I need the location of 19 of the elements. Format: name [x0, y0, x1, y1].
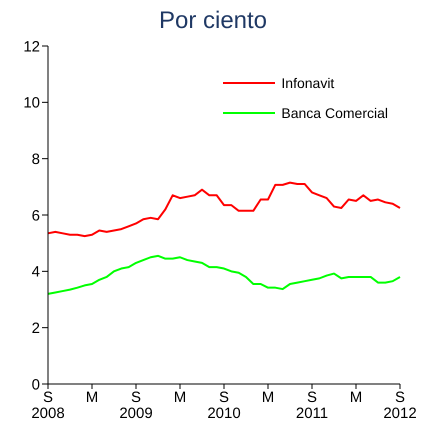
x-tick-label: S 2012	[383, 389, 417, 422]
line-series	[47, 182, 401, 238]
line-series	[47, 254, 401, 295]
y-tick-label: 6	[32, 207, 40, 224]
y-tick-label: 12	[23, 38, 40, 56]
legend-label: Infonavit	[281, 74, 334, 93]
x-tick-label: S 2010	[207, 389, 241, 422]
x-tick-label: M	[174, 389, 186, 406]
x-tick-label: M	[350, 389, 362, 406]
legend-label: Banca Comercial	[281, 104, 388, 123]
x-tick-label: M	[86, 389, 98, 406]
x-tick-label: M	[262, 389, 274, 406]
y-tick-label: 8	[32, 150, 40, 168]
y-tick-label: 10	[23, 94, 40, 112]
x-tick-label: S 2011	[296, 389, 328, 422]
x-tick-label: S 2009	[119, 389, 153, 422]
y-tick-label: 2	[32, 320, 40, 337]
y-tick-label: 4	[32, 264, 40, 281]
chart-title: Por ciento	[158, 7, 268, 34]
